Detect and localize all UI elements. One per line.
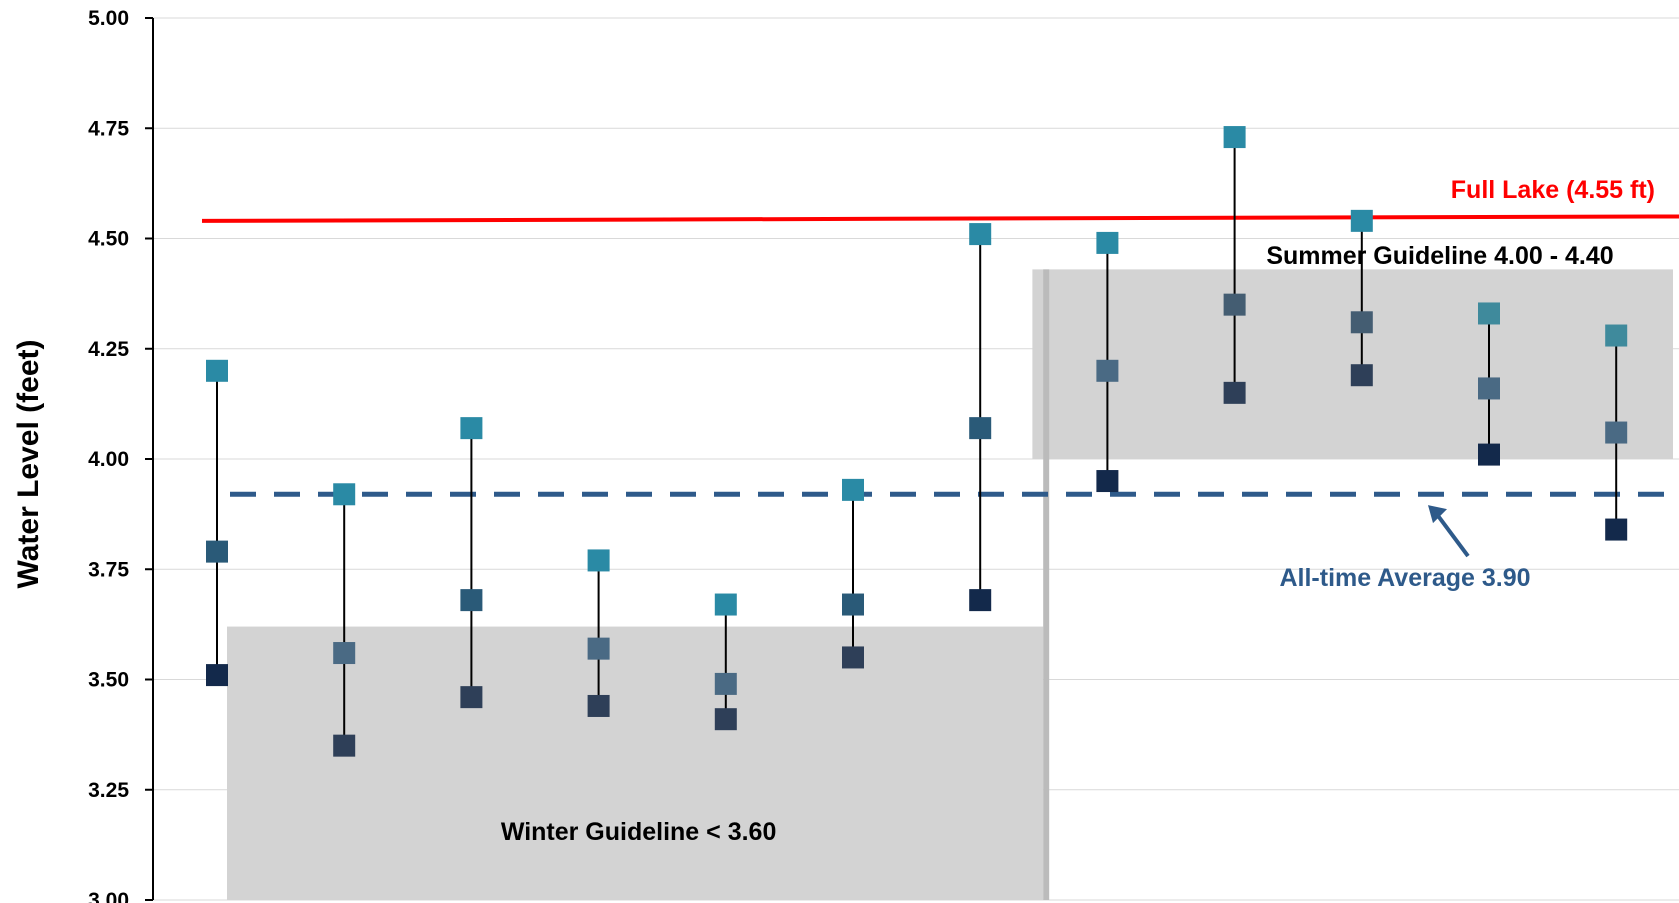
marker-avg-3	[587, 637, 610, 660]
marker-avg-9	[1350, 311, 1373, 334]
guideline-divider	[1043, 269, 1050, 900]
full-lake-line	[201, 214, 1679, 223]
y-tick-label-4: 4.00	[88, 448, 129, 471]
marker-max-4	[714, 593, 737, 616]
marker-max-10	[1478, 302, 1500, 325]
average-annotation-arrow	[1428, 505, 1470, 558]
marker-max-3	[587, 549, 610, 572]
marker-avg-7	[1096, 359, 1119, 382]
marker-avg-10	[1478, 377, 1500, 400]
marker-max-6	[969, 223, 992, 246]
winter-guideline-label: Winter Guideline < 3.60	[501, 818, 777, 846]
marker-max-8	[1223, 126, 1246, 149]
marker-avg-4	[714, 672, 737, 695]
marker-min-10	[1478, 443, 1500, 466]
marker-min-8	[1223, 381, 1246, 404]
marker-max-11	[1605, 324, 1628, 347]
all-time-average-label: All-time Average 3.90	[1279, 564, 1530, 592]
marker-min-2	[460, 686, 483, 709]
marker-avg-5	[842, 593, 864, 616]
guideline-band-0	[227, 626, 1044, 900]
marker-min-4	[714, 708, 737, 731]
full-lake-label: Full Lake (4.55 ft)	[1451, 176, 1655, 204]
y-tick-label-6: 4.50	[88, 228, 129, 251]
y-tick-label-7: 4.75	[88, 117, 129, 140]
marker-avg-6	[969, 417, 992, 440]
arrow-shaft	[1434, 511, 1470, 558]
marker-min-1	[333, 734, 356, 757]
guideline-band-1	[1032, 269, 1673, 459]
marker-avg-1	[333, 642, 356, 665]
marker-max-0	[206, 359, 228, 382]
marker-max-5	[842, 478, 864, 501]
marker-max-7	[1096, 231, 1119, 254]
marker-max-1	[333, 483, 356, 506]
marker-avg-11	[1605, 421, 1628, 444]
guideline-bands	[227, 269, 1673, 900]
y-axis-ticks: 3.00 3.25 3.50 3.75 4.00 4.25 4.50 4.75 5.00	[88, 7, 153, 903]
marker-min-5	[842, 646, 864, 669]
marker-min-3	[587, 694, 610, 717]
marker-avg-8	[1223, 293, 1246, 316]
marker-avg-2	[460, 589, 483, 612]
marker-max-2	[460, 417, 483, 440]
marker-min-7	[1096, 470, 1119, 493]
y-tick-label-8: 5.00	[88, 7, 129, 30]
y-tick-label-3: 3.75	[88, 558, 129, 581]
summer-guideline-label: Summer Guideline 4.00 - 4.40	[1266, 242, 1613, 270]
marker-avg-0	[206, 540, 228, 563]
y-tick-label-0: 3.00	[88, 889, 129, 903]
marker-max-9	[1350, 209, 1373, 232]
marker-min-6	[969, 589, 992, 612]
y-tick-label-1: 3.25	[88, 779, 129, 802]
y-tick-label-2: 3.50	[88, 669, 129, 692]
y-axis-title: Water Level (feet)	[12, 340, 45, 589]
marker-min-0	[206, 664, 228, 687]
marker-min-11	[1605, 518, 1628, 541]
marker-min-9	[1350, 364, 1373, 387]
data-markers	[206, 126, 1628, 757]
arrow-head	[1428, 505, 1447, 524]
y-tick-label-5: 4.25	[88, 338, 129, 361]
